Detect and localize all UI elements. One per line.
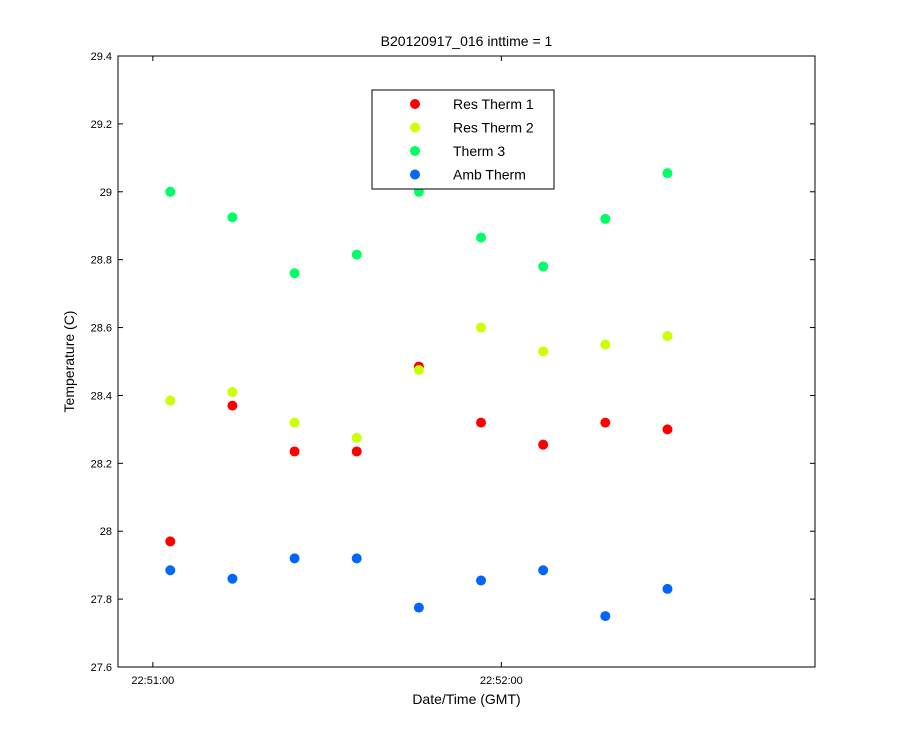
legend-marker [410,146,420,156]
y-tick-label: 29.4 [91,51,112,63]
x-axis: 22:51:00 22:52:00 [131,56,523,687]
data-point [413,602,424,613]
data-point [351,446,362,457]
data-point [165,565,176,576]
legend-label: Res Therm 2 [453,120,534,136]
legend-item: Res Therm 1 [410,96,534,112]
data-point [476,575,487,586]
data-point [351,249,362,260]
data-point [538,439,549,450]
data-point [413,364,424,375]
legend-label: Amb Therm [453,167,526,183]
data-point [538,346,549,357]
series-res-therm-2 [165,322,673,443]
data-point [662,331,673,342]
data-point [600,611,611,622]
legend-item: Amb Therm [410,167,526,183]
data-point [662,583,673,594]
data-point [289,446,300,457]
data-point [476,322,487,333]
data-point [227,212,238,223]
y-axis-title: Temperature (C) [61,311,77,413]
x-axis-title: Date/Time (GMT) [412,691,520,707]
data-point [227,400,238,411]
series-points [165,168,673,622]
legend-marker [410,122,420,133]
legend-item: Therm 3 [410,143,505,159]
data-point [227,573,238,584]
data-point [662,168,673,179]
legend-label: Res Therm 1 [453,96,534,112]
legend-box [371,89,555,190]
legend: Res Therm 1 Res Therm 2 Therm 3 Amb Therm [371,89,555,190]
y-tick-label: 28.4 [91,390,112,402]
data-point [351,553,362,564]
legend-marker [410,169,420,180]
data-point [476,232,487,243]
data-point [600,417,611,428]
y-tick-label: 28.8 [91,255,112,267]
series-amb-therm [165,553,673,622]
legend-item: Res Therm 2 [410,120,534,136]
y-tick-label: 29 [100,187,112,199]
x-tick-label: 22:52:00 [480,675,523,687]
chart-title: B20120917_016 inttime = 1 [381,33,553,49]
legend-marker [410,99,420,109]
y-axis: 27.6 27.8 28 28.2 28.4 28.6 28.8 29 29.2 29.4 [91,51,815,674]
y-tick-label: 27.6 [91,662,112,674]
data-point [600,339,611,350]
data-point [351,432,362,443]
data-point [289,417,300,428]
y-tick-label: 28 [100,526,112,538]
data-point [662,424,673,435]
legend-label: Therm 3 [453,143,505,159]
y-tick-label: 28.6 [91,323,112,335]
data-point [289,268,300,279]
y-tick-label: 29.2 [91,119,112,131]
data-point [600,213,611,224]
y-tick-label: 27.8 [91,594,112,606]
data-point [289,553,300,564]
data-point [538,565,549,576]
y-tick-label: 28.2 [91,458,112,470]
data-point [165,186,176,197]
data-point [227,387,238,398]
x-tick-label: 22:51:00 [131,675,174,687]
data-point [165,536,176,547]
data-point [476,417,487,428]
data-point [165,395,176,406]
data-point [538,261,549,272]
